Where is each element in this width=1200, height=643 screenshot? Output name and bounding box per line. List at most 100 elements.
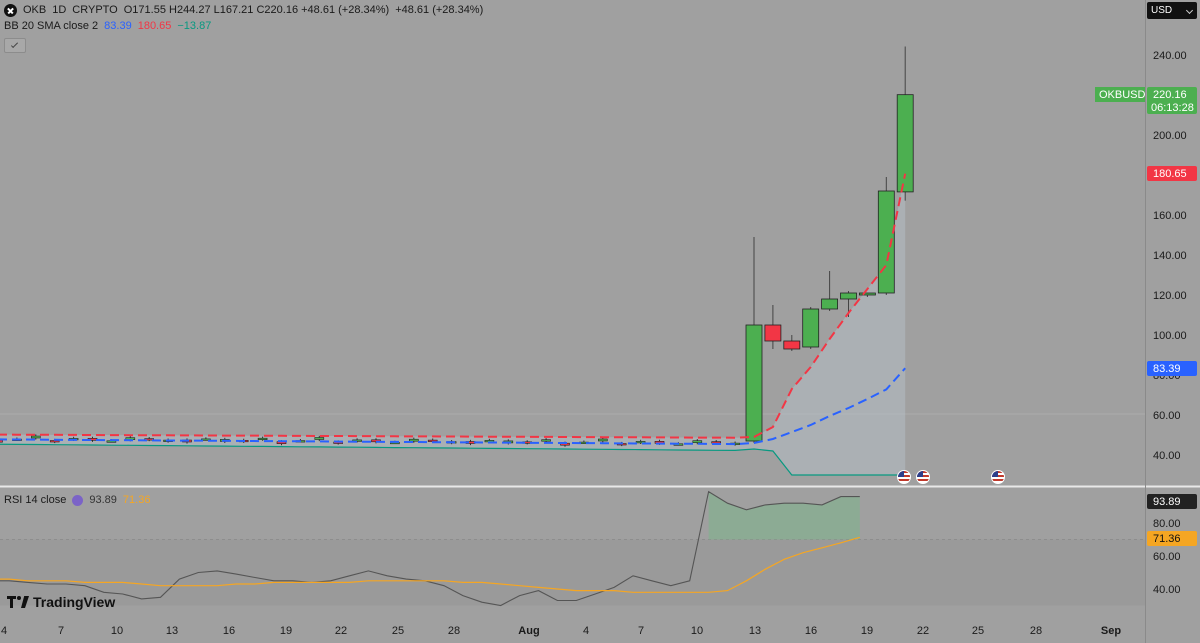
time-tick-label: 13 xyxy=(749,625,761,637)
rsi-band xyxy=(0,539,1145,606)
symbol-name[interactable]: OKB xyxy=(23,4,47,16)
price-tick-label: 240.00 xyxy=(1153,50,1187,62)
rsi-tick-label: 80.00 xyxy=(1153,518,1181,530)
rsi-overbought-fill xyxy=(708,491,860,540)
upper-band-label: 180.65 xyxy=(1153,168,1187,180)
rsi-value-label: 93.89 xyxy=(1153,496,1181,508)
candle xyxy=(0,439,3,443)
candle xyxy=(783,340,801,350)
time-tick-label: 10 xyxy=(691,625,703,637)
last-price-label: 220.16 xyxy=(1153,89,1187,101)
bb-upper-line xyxy=(0,173,907,439)
price-tick-label: 140.00 xyxy=(1153,250,1187,262)
time-tick-label: Sep xyxy=(1101,625,1121,637)
tradingview-logo[interactable]: TradingView xyxy=(7,592,115,612)
time-tick-label: 13 xyxy=(166,625,178,637)
time-tick-label: 25 xyxy=(972,625,984,637)
ohlc-values: O171.55 H244.27 L167.21 C220.16 +48.61 (… xyxy=(123,4,390,16)
currency-select[interactable]: USD xyxy=(1147,2,1197,19)
settings-icon[interactable] xyxy=(72,494,84,506)
candle xyxy=(201,438,211,441)
interval[interactable]: 1D xyxy=(52,4,67,16)
candle xyxy=(144,438,154,441)
price-tick-label: 200.00 xyxy=(1153,130,1187,142)
rsi-ma-line xyxy=(0,536,860,593)
bb-lower-line xyxy=(0,443,906,476)
candle xyxy=(764,324,782,342)
last-price-bg xyxy=(1147,87,1197,114)
rsi-ma-label-bg xyxy=(1147,531,1197,546)
time-tick-label: 19 xyxy=(861,625,873,637)
price-tick-label: 100.00 xyxy=(1153,330,1187,342)
rsi-value-label-bg xyxy=(1147,494,1197,509)
candles xyxy=(0,46,914,447)
candle xyxy=(840,292,857,300)
candle xyxy=(257,437,268,441)
candle xyxy=(30,435,41,439)
time-tick-label: 22 xyxy=(335,625,347,637)
candle xyxy=(745,324,763,442)
symbol-tag: OKBUSD xyxy=(1099,89,1146,101)
bb-basis-line xyxy=(0,367,906,446)
bb-upper-value: 180.65 xyxy=(137,20,172,32)
exchange: CRYPTO xyxy=(72,4,118,16)
basis-label-bg xyxy=(1147,361,1197,376)
us-flag-event-icon[interactable] xyxy=(916,470,930,484)
rsi-tick-label: 60.00 xyxy=(1153,551,1181,563)
time-axis: 4 7 10 13 16 19 22 25 28 Aug 4 7 10 13 16 19 22 25 28 Sep xyxy=(1,625,1121,637)
quote-change: +48.61 (+28.34%) xyxy=(395,4,484,16)
us-flag-event-icon[interactable] xyxy=(991,470,1005,484)
basis-label: 83.39 xyxy=(1153,363,1181,375)
price-tick-label: 120.00 xyxy=(1153,290,1187,302)
collapse-legend-button[interactable] xyxy=(4,38,26,53)
rsi-ma-value: 71.36 xyxy=(122,494,151,506)
tradingview-wordmark: TradingView xyxy=(33,594,116,610)
bb-label: BB 20 SMA close 2 xyxy=(4,20,99,32)
bb-legend[interactable]: BB 20 SMA close 2 83.39 180.65 −13.87 xyxy=(4,18,211,34)
bb-lower-value: −13.87 xyxy=(177,20,212,32)
rsi-line xyxy=(0,490,860,607)
symbol-tag-bg xyxy=(1095,87,1145,102)
rsi-tick-label: 40.00 xyxy=(1153,584,1181,596)
time-tick-label: 7 xyxy=(58,625,64,637)
time-tick-label: 4 xyxy=(583,625,589,637)
candle xyxy=(314,437,325,440)
price-pane-bg xyxy=(0,0,1145,486)
candle xyxy=(408,438,419,442)
time-tick-label: 16 xyxy=(223,625,235,637)
okb-logo-icon xyxy=(4,3,17,17)
candle xyxy=(859,292,876,296)
symbol-legend: OKB 1D CRYPTO O171.55 H244.27 L167.21 C2… xyxy=(4,2,483,18)
candle xyxy=(896,94,914,193)
countdown-label: 06:13:28 xyxy=(1151,102,1194,114)
upper-band-label-bg xyxy=(1147,166,1197,181)
time-tick-label: 7 xyxy=(638,625,644,637)
tradingview-mark-icon xyxy=(7,596,29,608)
candle xyxy=(802,308,820,348)
rsi-pane: 40.00 60.00 80.00 xyxy=(0,490,1181,607)
candle xyxy=(711,441,722,444)
price-tick-label: 160.00 xyxy=(1153,210,1187,222)
time-tick-label: 28 xyxy=(1030,625,1042,637)
rsi-legend[interactable]: RSI 14 close 93.89 71.36 xyxy=(4,492,150,508)
rsi-ma-label: 71.36 xyxy=(1153,533,1181,545)
candle xyxy=(692,440,703,444)
us-flag-event-icon[interactable] xyxy=(897,470,911,484)
time-tick-label: 4 xyxy=(1,625,7,637)
time-tick-label: 22 xyxy=(917,625,929,637)
price-tick-label: 60.00 xyxy=(1153,410,1181,422)
candle xyxy=(821,298,838,310)
bb-basis-value: 83.39 xyxy=(104,20,132,32)
time-tick-label: 10 xyxy=(111,625,123,637)
candle xyxy=(541,439,551,442)
time-tick-label: 28 xyxy=(448,625,460,637)
rsi-value: 93.89 xyxy=(89,494,117,506)
time-tick-label: 25 xyxy=(392,625,404,637)
time-tick-label: Aug xyxy=(518,625,539,637)
bb-lines xyxy=(0,173,907,476)
candle xyxy=(352,439,362,442)
time-tick-label: 19 xyxy=(280,625,292,637)
